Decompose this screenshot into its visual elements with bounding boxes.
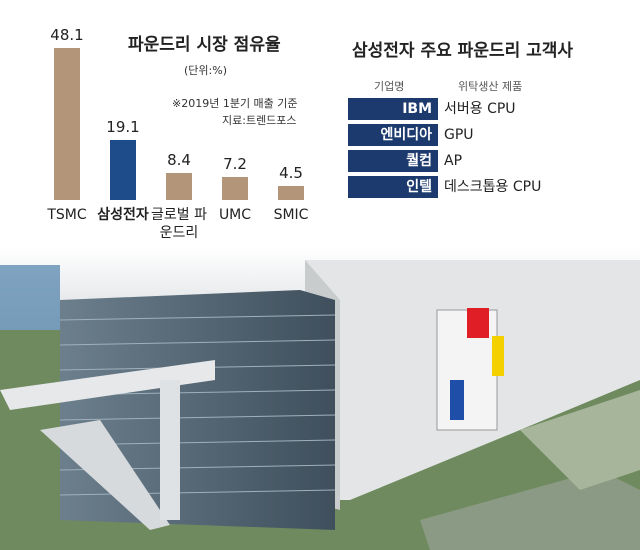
table-header: 위탁생산 제품 bbox=[458, 80, 523, 93]
far-building bbox=[0, 265, 60, 335]
company-label: IBM bbox=[348, 98, 438, 120]
field bbox=[520, 390, 640, 490]
product-text: AP bbox=[444, 153, 463, 169]
x-tick-label: 글로벌 파운드리 bbox=[151, 207, 207, 241]
bar bbox=[166, 173, 192, 200]
pillar bbox=[160, 380, 180, 520]
bar bbox=[54, 48, 80, 200]
value-label: 19.1 bbox=[106, 117, 140, 136]
product-text: GPU bbox=[444, 127, 474, 143]
skybridge bbox=[0, 360, 215, 410]
value-label: 8.4 bbox=[167, 151, 191, 170]
product-text: 데스크톱용 CPU bbox=[444, 179, 542, 195]
x-tick-label: TSMC bbox=[47, 207, 87, 223]
red-panel bbox=[467, 308, 489, 338]
chart-note: ※2019년 1분기 매출 기준 bbox=[172, 97, 298, 110]
x-tick-label: UMC bbox=[218, 207, 252, 223]
value-label: 48.1 bbox=[50, 26, 84, 44]
chart-title: 파운드리 시장 점유율 bbox=[128, 35, 281, 55]
company-label: 인텔 bbox=[348, 176, 438, 198]
lot bbox=[420, 470, 640, 550]
bar bbox=[110, 139, 136, 200]
company-label: 엔비디아 bbox=[348, 124, 438, 146]
table-header: 기업명 bbox=[374, 80, 405, 93]
x-tick-label: 삼성전자 bbox=[97, 207, 149, 223]
ramp bbox=[40, 420, 170, 530]
company-label: 퀄컴 bbox=[348, 150, 438, 172]
value-label: 4.5 bbox=[279, 163, 303, 182]
bar bbox=[222, 177, 248, 200]
table-title: 삼성전자 주요 파운드리 고객사 bbox=[352, 41, 574, 61]
bar bbox=[278, 185, 304, 200]
value-label: 7.2 bbox=[223, 155, 247, 174]
blue-panel bbox=[450, 380, 464, 420]
yellow-panel bbox=[492, 336, 504, 376]
product-text: 서버용 CPU bbox=[444, 101, 516, 117]
chart-subtitle: (단위:%) bbox=[184, 64, 227, 77]
x-tick-label: SMIC bbox=[273, 207, 309, 223]
chart-source: 지료:트렌드포스 bbox=[222, 114, 297, 127]
